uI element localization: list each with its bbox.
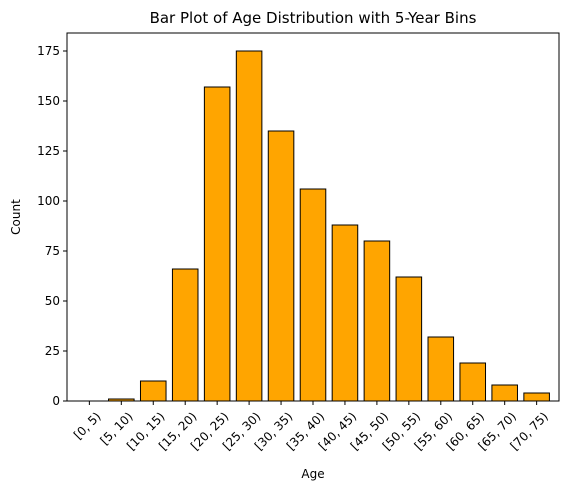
bar-3 bbox=[171, 268, 199, 402]
bar-7 bbox=[299, 188, 327, 402]
chart-title: Bar Plot of Age Distribution with 5-Year… bbox=[150, 9, 477, 27]
y-tick-label-7: 175 bbox=[37, 44, 60, 58]
plot-frame bbox=[66, 32, 560, 402]
y-tick-label-1: 25 bbox=[45, 344, 60, 358]
bar-5 bbox=[235, 50, 263, 402]
bar-6 bbox=[267, 130, 295, 402]
bar-4 bbox=[203, 86, 231, 402]
y-axis-label: Count bbox=[9, 199, 23, 235]
bar-12 bbox=[459, 362, 487, 402]
bar-14 bbox=[523, 392, 550, 402]
bar-11 bbox=[427, 336, 455, 402]
bar-2 bbox=[139, 380, 167, 402]
y-tick-label-3: 75 bbox=[45, 244, 60, 258]
bar-8 bbox=[331, 224, 359, 402]
bars bbox=[108, 50, 550, 402]
y-tick-label-0: 0 bbox=[52, 394, 60, 408]
x-axis: [0, 5)[5, 10)[10, 15)[15, 20)[20, 25)[25… bbox=[71, 401, 551, 453]
y-tick-label-6: 150 bbox=[37, 94, 60, 108]
y-tick-label-4: 100 bbox=[37, 194, 60, 208]
x-axis-label: Age bbox=[301, 467, 324, 481]
bar-13 bbox=[491, 384, 518, 402]
y-axis: 0 25 50 75 100 125 150 175 bbox=[37, 44, 67, 408]
bar-10 bbox=[395, 276, 423, 402]
bar-9 bbox=[363, 240, 391, 402]
y-tick-label-2: 50 bbox=[45, 294, 60, 308]
y-tick-label-5: 125 bbox=[37, 144, 60, 158]
